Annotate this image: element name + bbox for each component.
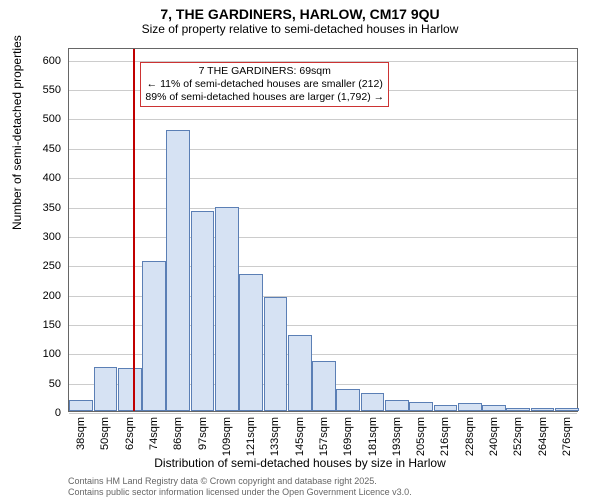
histogram-bar — [215, 207, 239, 411]
x-tick-label: 74sqm — [148, 417, 160, 450]
y-tick-label: 450 — [21, 143, 61, 155]
x-tick-label: 228sqm — [464, 417, 476, 456]
annotation-line: ← 11% of semi-detached houses are smalle… — [145, 78, 384, 91]
y-tick-label: 250 — [21, 260, 61, 272]
histogram-bar — [239, 274, 263, 411]
histogram-bar — [458, 403, 482, 411]
x-axis-label: Distribution of semi-detached houses by … — [0, 456, 600, 470]
y-tick-label: 50 — [21, 378, 61, 390]
x-tick-label: 252sqm — [512, 417, 524, 456]
gridline — [69, 413, 577, 414]
y-tick-label: 400 — [21, 172, 61, 184]
histogram-bar — [385, 400, 409, 411]
x-tick-label: 133sqm — [269, 417, 281, 456]
gridline — [69, 119, 577, 120]
chart-area: 05010015020025030035040045050055060038sq… — [68, 48, 578, 412]
gridline — [69, 178, 577, 179]
annotation-line: 7 THE GARDINERS: 69sqm — [145, 65, 384, 78]
x-tick-label: 205sqm — [415, 417, 427, 456]
y-tick-label: 150 — [21, 319, 61, 331]
histogram-bar — [531, 408, 555, 411]
histogram-bar — [409, 402, 433, 411]
y-tick-label: 100 — [21, 348, 61, 360]
x-tick-label: 193sqm — [391, 417, 403, 456]
histogram-bar — [361, 393, 385, 411]
x-tick-label: 109sqm — [221, 417, 233, 456]
histogram-bar — [506, 408, 530, 411]
histogram-bar — [142, 261, 166, 411]
x-tick-label: 181sqm — [367, 417, 379, 456]
footer-attribution: Contains HM Land Registry data © Crown c… — [68, 476, 412, 498]
y-tick-label: 350 — [21, 202, 61, 214]
y-tick-label: 500 — [21, 113, 61, 125]
histogram-bar — [264, 297, 288, 411]
gridline — [69, 208, 577, 209]
x-tick-label: 50sqm — [99, 417, 111, 450]
gridline — [69, 149, 577, 150]
gridline — [69, 237, 577, 238]
footer-line-2: Contains public sector information licen… — [68, 487, 412, 498]
y-tick-label: 300 — [21, 231, 61, 243]
y-tick-label: 600 — [21, 55, 61, 67]
histogram-bar — [482, 405, 506, 411]
histogram-bar — [166, 130, 190, 411]
histogram-bar — [94, 367, 118, 411]
x-tick-label: 169sqm — [342, 417, 354, 456]
chart-title: 7, THE GARDINERS, HARLOW, CM17 9QU — [0, 0, 600, 22]
y-tick-label: 550 — [21, 84, 61, 96]
x-tick-label: 86sqm — [172, 417, 184, 450]
histogram-bar — [69, 400, 93, 411]
histogram-bar — [288, 335, 312, 411]
histogram-bar — [191, 211, 215, 411]
x-tick-label: 157sqm — [318, 417, 330, 456]
chart-subtitle: Size of property relative to semi-detach… — [0, 22, 600, 40]
histogram-bar — [118, 368, 142, 411]
histogram-bar — [336, 389, 360, 411]
annotation-line: 89% of semi-detached houses are larger (… — [145, 91, 384, 104]
x-tick-label: 38sqm — [75, 417, 87, 450]
annotation-box: 7 THE GARDINERS: 69sqm← 11% of semi-deta… — [140, 62, 389, 107]
histogram-bar — [312, 361, 336, 411]
x-tick-label: 97sqm — [197, 417, 209, 450]
y-tick-label: 200 — [21, 290, 61, 302]
histogram-bar — [434, 405, 458, 411]
x-tick-label: 264sqm — [537, 417, 549, 456]
x-tick-label: 62sqm — [124, 417, 136, 450]
x-tick-label: 276sqm — [561, 417, 573, 456]
histogram-bar — [555, 408, 579, 411]
x-tick-label: 216sqm — [439, 417, 451, 456]
y-tick-label: 0 — [21, 407, 61, 419]
x-tick-label: 145sqm — [294, 417, 306, 456]
reference-line — [133, 49, 135, 411]
plot-region: 05010015020025030035040045050055060038sq… — [68, 48, 578, 412]
x-tick-label: 121sqm — [245, 417, 257, 456]
x-tick-label: 240sqm — [488, 417, 500, 456]
footer-line-1: Contains HM Land Registry data © Crown c… — [68, 476, 412, 487]
